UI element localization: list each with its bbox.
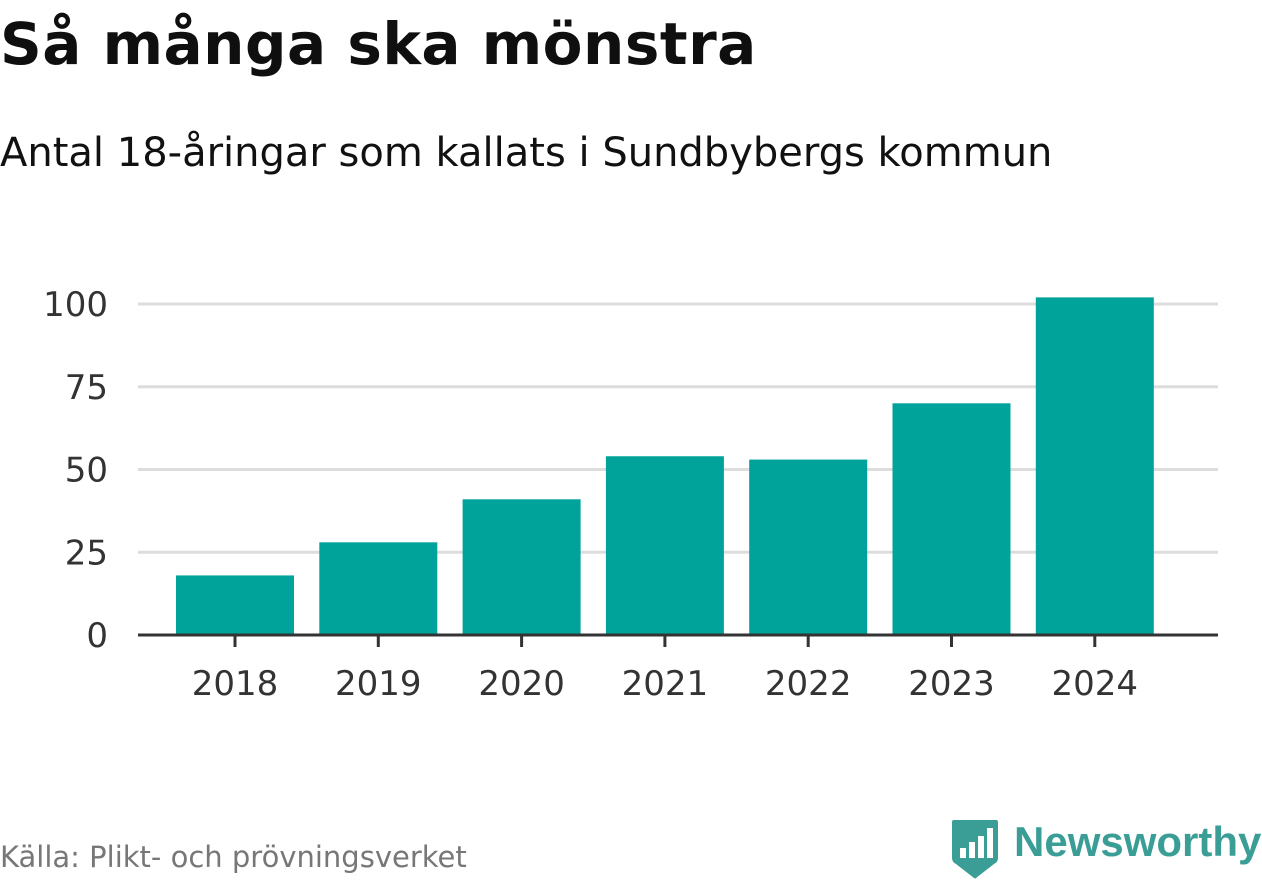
y-tick-label: 75 (65, 368, 108, 408)
x-tick-label: 2021 (622, 664, 709, 704)
chart-subtitle: Antal 18-åringar som kallats i Sundbyber… (0, 130, 1053, 176)
bars (176, 297, 1154, 635)
y-axis-tick-labels: 0 25 50 75 100 (43, 285, 108, 656)
bar-2021 (605, 456, 724, 635)
brand-name: Newsworthy (1014, 818, 1262, 865)
bar-2022 (749, 459, 868, 635)
x-tick-label: 2024 (1052, 664, 1139, 704)
newsworthy-logo-icon (952, 820, 998, 879)
chart-title: Så många ska mönstra (0, 10, 757, 78)
bar-2023 (892, 403, 1011, 635)
x-tick-label: 2023 (908, 664, 995, 704)
bar-2020 (462, 499, 581, 635)
y-tick-label: 50 (65, 451, 108, 491)
y-tick-label: 100 (43, 285, 108, 325)
x-axis-ticks: 2018 2019 2020 2021 2022 2023 2024 (192, 635, 1138, 704)
bar-2019 (319, 542, 438, 635)
bar-2018 (176, 575, 294, 635)
x-tick-label: 2020 (478, 664, 565, 704)
x-tick-label: 2019 (335, 664, 422, 704)
brand-logo: Newsworthy (950, 818, 1261, 880)
x-tick-label: 2018 (192, 664, 279, 704)
bar-2024 (1035, 297, 1154, 635)
y-tick-label: 0 (86, 616, 108, 656)
y-tick-label: 25 (65, 533, 108, 573)
x-tick-label: 2022 (765, 664, 852, 704)
source-note: Källa: Plikt- och prövningsverket (0, 840, 467, 874)
